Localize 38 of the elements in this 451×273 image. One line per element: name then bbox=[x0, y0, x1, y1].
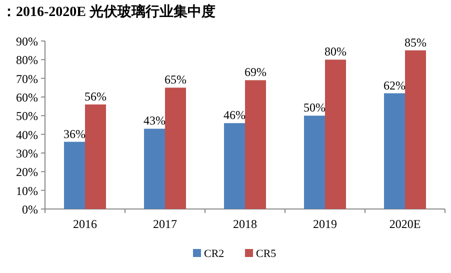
y-tick-label: 20% bbox=[16, 165, 38, 180]
bar bbox=[165, 88, 186, 209]
data-label: 69% bbox=[244, 65, 266, 80]
bar bbox=[224, 123, 245, 209]
data-label: 62% bbox=[384, 78, 406, 92]
x-tick-label: 2019 bbox=[313, 217, 337, 231]
y-tick-label: 70% bbox=[16, 72, 38, 86]
data-label: 50% bbox=[304, 100, 326, 115]
bar bbox=[64, 142, 85, 209]
legend-label: CR5 bbox=[256, 248, 277, 260]
chart-title: ：2016-2020E 光伏玻璃行业集中度 bbox=[2, 3, 216, 20]
x-tick-label: 2016 bbox=[73, 217, 97, 231]
x-tick-label: 2020E bbox=[389, 217, 421, 231]
bar bbox=[325, 60, 346, 209]
bar bbox=[384, 93, 405, 209]
bar bbox=[304, 116, 325, 209]
x-tick-label: 2017 bbox=[153, 217, 177, 231]
data-label: 80% bbox=[324, 44, 346, 59]
y-tick-label: 40% bbox=[16, 128, 38, 142]
bar bbox=[405, 50, 426, 209]
data-label: 43% bbox=[144, 114, 166, 128]
y-tick-label: 90% bbox=[16, 34, 38, 48]
y-tick-label: 80% bbox=[16, 53, 38, 68]
y-tick-label: 10% bbox=[16, 184, 38, 198]
bar bbox=[144, 128, 165, 209]
y-tick-label: 50% bbox=[16, 109, 38, 124]
data-label: 85% bbox=[404, 35, 426, 50]
y-tick-label: 0% bbox=[22, 202, 38, 216]
bar bbox=[85, 104, 106, 209]
y-tick-label: 60% bbox=[16, 90, 38, 104]
data-label: 36% bbox=[64, 126, 86, 141]
data-label: 56% bbox=[84, 89, 106, 104]
bar bbox=[245, 80, 266, 209]
x-tick-label: 2018 bbox=[233, 217, 257, 231]
y-tick-label: 30% bbox=[16, 146, 38, 160]
data-label: 65% bbox=[164, 72, 186, 87]
data-label: 46% bbox=[224, 108, 246, 122]
legend-label: CR2 bbox=[204, 248, 224, 260]
